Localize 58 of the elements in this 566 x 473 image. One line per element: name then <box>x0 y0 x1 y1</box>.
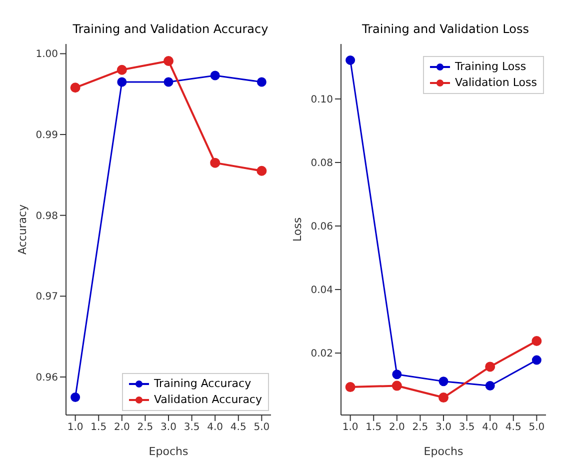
chart-title: Training and Validation Accuracy <box>72 22 270 36</box>
x-tick-label: 4.5 <box>230 422 246 434</box>
point <box>256 77 266 87</box>
x-tick-label: 2.5 <box>412 422 428 434</box>
chart-title: Training and Validation Loss <box>361 22 530 36</box>
point <box>345 382 356 392</box>
point <box>485 362 496 372</box>
point <box>438 392 448 403</box>
x-tick-label: 3.0 <box>160 422 176 434</box>
point <box>116 64 127 75</box>
point <box>210 158 220 168</box>
y-tick-label: 0.99 <box>36 130 58 142</box>
x-tick-label: 5.0 <box>528 422 545 434</box>
y-axis-title: Loss <box>290 217 304 242</box>
legend-label: Validation Accuracy <box>154 392 262 408</box>
x-tick-label: 3.5 <box>458 422 475 434</box>
x-tick-label: 2.0 <box>388 422 405 434</box>
x-tick-label: 5.0 <box>254 422 270 434</box>
point <box>164 56 174 66</box>
x-tick-label: 2.0 <box>114 422 130 434</box>
y-tick-label: 0.04 <box>310 285 333 296</box>
x-tick-label: 3.0 <box>436 422 452 434</box>
point <box>210 70 220 80</box>
x-tick-label: 1.0 <box>342 422 358 434</box>
point <box>70 82 80 93</box>
legend-label: Training Accuracy <box>154 376 252 392</box>
point <box>164 77 174 87</box>
y-tick-label: 0.10 <box>310 94 333 106</box>
y-tick-label: 0.96 <box>36 372 58 384</box>
y-tick-label: 0.98 <box>36 210 58 222</box>
x-tick-label: 2.5 <box>137 422 154 434</box>
y-tick-label: 1.00 <box>36 49 58 60</box>
y-tick-label: 0.97 <box>36 292 58 303</box>
y-axis-title: Accuracy <box>16 204 29 255</box>
x-axis-title: Epochs <box>424 445 464 458</box>
y-tick-label: 0.08 <box>310 158 333 170</box>
point <box>256 166 267 176</box>
legend-label: Validation Loss <box>455 75 537 91</box>
x-tick-label: 4.0 <box>207 422 224 434</box>
x-tick-label: 4.0 <box>482 422 498 434</box>
x-tick-label: 3.5 <box>184 422 200 434</box>
x-tick-label: 1.0 <box>67 422 84 434</box>
x-tick-label: 4.5 <box>505 422 522 434</box>
point <box>117 77 127 87</box>
point <box>438 376 448 386</box>
point <box>485 381 495 391</box>
x-tick-label: 1.5 <box>90 422 107 434</box>
point <box>532 336 542 346</box>
x-axis-title: Epochs <box>148 445 188 458</box>
point <box>532 355 542 365</box>
x-tick-label: 1.5 <box>366 422 382 434</box>
point <box>392 370 402 380</box>
point <box>392 380 402 391</box>
point <box>346 55 356 65</box>
point <box>70 392 80 402</box>
y-tick-label: 0.02 <box>310 348 333 360</box>
y-tick-label: 0.06 <box>310 222 333 233</box>
legend-label: Training Loss <box>455 59 526 75</box>
